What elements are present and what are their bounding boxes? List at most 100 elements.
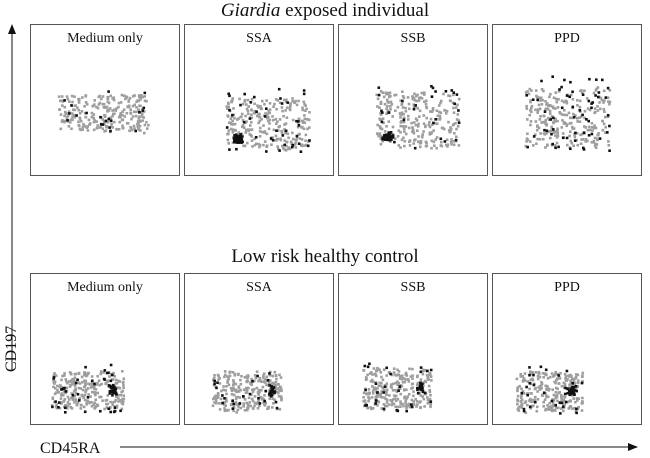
gray-point (607, 140, 610, 143)
dark-point (302, 89, 306, 92)
gray-point (73, 115, 77, 119)
gray-point (382, 388, 386, 392)
gray-point (392, 371, 396, 374)
gray-point (227, 105, 230, 109)
gray-point (87, 371, 90, 375)
dark-point (91, 379, 94, 383)
gray-point (113, 108, 116, 111)
gray-point (573, 406, 576, 410)
dark-point (419, 366, 423, 369)
gray-point (214, 398, 218, 401)
gray-point (287, 136, 290, 140)
gray-point (106, 108, 109, 112)
dark-point (453, 102, 456, 106)
gray-point (95, 383, 98, 386)
gray-point (524, 144, 527, 148)
gray-point (548, 408, 552, 411)
gray-point (266, 383, 270, 387)
dark-point (545, 129, 549, 133)
dark-point (78, 399, 81, 402)
dark-point (564, 400, 568, 404)
panel-label: PPD (554, 31, 580, 46)
gray-point (96, 391, 100, 395)
gray-point (70, 407, 74, 410)
gray-point (440, 144, 444, 148)
gray-point (545, 124, 548, 127)
gray-point (214, 394, 217, 398)
dark-point (569, 80, 572, 84)
dark-point (57, 401, 61, 404)
gray-point (446, 143, 450, 146)
dark-point (390, 138, 393, 141)
gray-point (586, 139, 589, 143)
gray-point (523, 401, 527, 405)
dark-point (63, 99, 66, 102)
dark-point (581, 93, 585, 96)
gray-point (259, 104, 262, 108)
gray-point (118, 120, 121, 124)
gray-point (111, 401, 114, 404)
gray-point (301, 121, 305, 124)
gray-point (93, 385, 96, 389)
gray-point (569, 121, 573, 125)
gray-point (291, 97, 294, 100)
gray-point (282, 114, 285, 118)
gray-point (104, 129, 108, 132)
gray-point (86, 399, 89, 402)
gray-point (215, 402, 218, 405)
dark-point (558, 88, 561, 91)
gray-point (65, 386, 69, 390)
gray-point (126, 105, 130, 108)
dark-point (142, 106, 146, 110)
gray-point (269, 370, 272, 374)
gray-point (525, 137, 529, 140)
gray-point (94, 393, 97, 397)
gray-point (407, 118, 410, 121)
gray-point (404, 110, 408, 113)
gray-point (386, 398, 389, 402)
gray-point (122, 397, 126, 401)
gray-point (114, 378, 118, 382)
dark-point (416, 392, 420, 395)
gray-point (63, 114, 66, 118)
gray-point (549, 405, 553, 408)
gray-point (71, 382, 74, 386)
gray-point (98, 383, 101, 387)
gray-point (365, 392, 369, 395)
dark-point (560, 85, 563, 89)
gray-point (560, 113, 564, 116)
gray-point (101, 102, 104, 106)
dark-point (540, 79, 543, 83)
gray-point (239, 388, 242, 392)
gray-point (117, 393, 120, 397)
gray-point (560, 407, 563, 410)
dark-point (107, 384, 111, 387)
dark-point (450, 89, 454, 92)
gray-point (81, 388, 85, 392)
gray-point (572, 397, 575, 400)
gray-point (383, 130, 387, 133)
dark-point (381, 111, 384, 114)
gray-point (138, 124, 142, 128)
gray-point (70, 127, 73, 131)
gray-point (536, 390, 539, 393)
gray-point (94, 388, 98, 391)
dark-point (597, 95, 600, 99)
gray-point (593, 136, 597, 140)
gray-point (66, 395, 70, 399)
gray-point (371, 385, 374, 388)
gray-point (232, 380, 236, 384)
gray-point (554, 117, 557, 121)
gray-point (277, 147, 280, 151)
gray-point (278, 373, 281, 377)
gray-point (68, 371, 72, 374)
gray-point (546, 107, 550, 111)
gray-point (570, 375, 573, 378)
gray-point (366, 406, 369, 409)
dark-point (248, 117, 252, 120)
gray-point (253, 137, 256, 141)
dark-point (270, 385, 273, 388)
gray-point (212, 397, 215, 401)
gray-point (117, 105, 120, 109)
gray-point (300, 138, 304, 141)
